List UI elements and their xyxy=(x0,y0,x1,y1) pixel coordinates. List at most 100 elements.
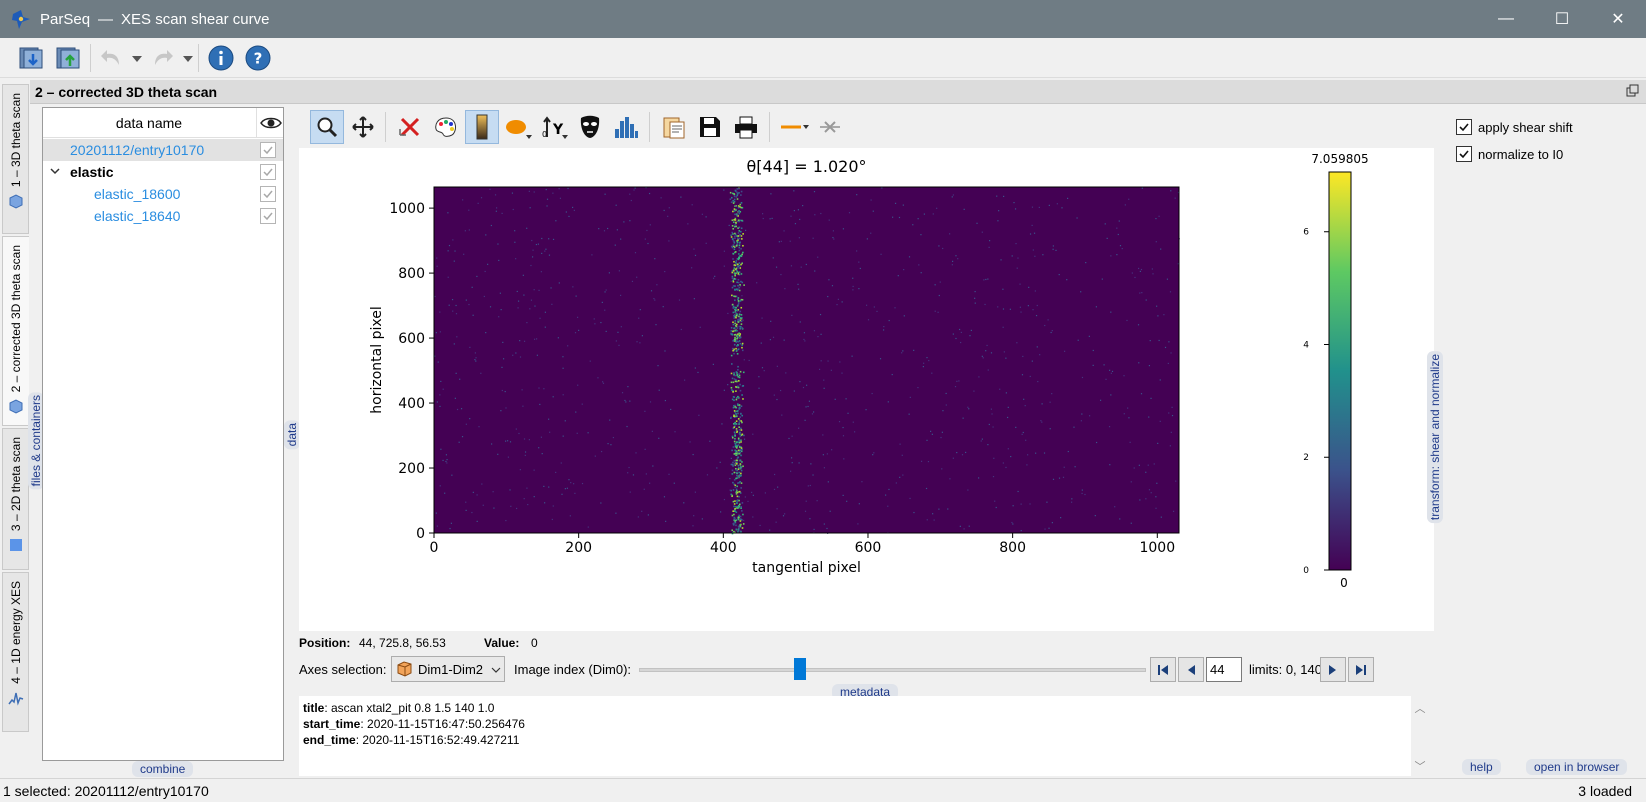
histogram-button[interactable] xyxy=(609,110,643,144)
axes-selection-combo[interactable]: Dim1-Dim2 xyxy=(391,656,505,682)
line-pixel xyxy=(738,332,740,334)
apply-shear-shift-label: apply shear shift xyxy=(1478,119,1573,135)
heatmap-plot[interactable]: 0 200 400 600 800 100002004006008001000θ[44] … xyxy=(299,148,1434,631)
scroll-up-icon[interactable]: ︿ xyxy=(1414,703,1426,715)
image-index-slider[interactable] xyxy=(639,655,1146,685)
main-status-bar: 1 selected: 20201112/entry10170 3 loaded xyxy=(0,778,1646,802)
apply-shear-shift-checkbox[interactable]: apply shear shift xyxy=(1456,119,1573,135)
minimize-button[interactable]: — xyxy=(1478,0,1534,38)
colorbar-toggle-button[interactable] xyxy=(465,110,499,144)
line-pixel xyxy=(741,238,743,240)
checkbox-box[interactable] xyxy=(1456,119,1472,135)
transform-splitter-label[interactable]: transform: shear and normalize xyxy=(1427,351,1443,524)
slider-handle[interactable] xyxy=(794,658,807,680)
clear-profile-button[interactable] xyxy=(813,110,847,144)
undock-icon[interactable] xyxy=(1626,84,1640,101)
noise-pixel xyxy=(997,220,999,222)
noise-pixel xyxy=(799,321,801,323)
noise-pixel xyxy=(1148,416,1150,418)
noise-pixel xyxy=(784,513,786,515)
scroll-down-icon[interactable]: ﹀ xyxy=(1414,761,1426,773)
next-icon xyxy=(1329,664,1336,675)
noise-pixel xyxy=(555,220,557,222)
open-in-browser-button[interactable]: open in browser xyxy=(1526,759,1628,775)
previous-index-button[interactable] xyxy=(1178,657,1204,682)
mask-tools-button[interactable] xyxy=(573,110,607,144)
line-pixel xyxy=(738,419,741,422)
chevron-down-icon[interactable] xyxy=(49,165,61,180)
noise-pixel xyxy=(607,227,609,230)
noise-pixel xyxy=(790,215,792,217)
noise-pixel xyxy=(581,403,583,405)
tab-node-3[interactable]: 3 – 2D theta scan xyxy=(2,428,29,570)
noise-pixel xyxy=(612,436,615,439)
normalize-to-i0-checkbox[interactable]: normalize to I0 xyxy=(1456,146,1563,162)
line-pixel xyxy=(734,380,737,383)
redo-button[interactable] xyxy=(146,43,178,73)
noise-pixel xyxy=(1074,466,1076,468)
line-pixel xyxy=(734,520,737,522)
maximize-button[interactable]: ☐ xyxy=(1534,0,1590,38)
visibility-checkbox[interactable] xyxy=(260,208,276,224)
reset-zoom-button[interactable] xyxy=(393,110,427,144)
line-pixel xyxy=(731,389,733,391)
redo-dropdown-icon[interactable] xyxy=(183,56,193,62)
plot-canvas[interactable]: 0 200 400 600 800 1000 0 200 400 600 800 1000 θ[44] … xyxy=(299,148,1434,631)
tree-item-elastic-18600[interactable]: elastic_18600 xyxy=(43,183,283,205)
combine-splitter-label[interactable]: combine xyxy=(132,761,194,777)
data-splitter-label[interactable]: data xyxy=(284,420,300,450)
copy-to-clipboard-button[interactable] xyxy=(657,110,691,144)
visibility-checkbox[interactable] xyxy=(260,142,276,158)
tab-node-4[interactable]: 4 – 1D energy XES xyxy=(2,572,29,732)
noise-pixel xyxy=(928,359,930,362)
next-index-button[interactable] xyxy=(1320,657,1346,682)
help-button[interactable]: ? xyxy=(242,43,274,73)
noise-pixel xyxy=(789,240,791,242)
print-button[interactable] xyxy=(729,110,763,144)
noise-pixel xyxy=(435,512,437,514)
zoom-mode-button[interactable] xyxy=(310,110,344,144)
tree-item-elastic-18640[interactable]: elastic_18640 xyxy=(43,205,283,227)
tree-group-elastic[interactable]: elastic xyxy=(43,161,283,183)
checkbox-box[interactable] xyxy=(1456,146,1472,162)
noise-pixel xyxy=(939,281,941,283)
noise-pixel xyxy=(1022,355,1024,358)
noise-pixel xyxy=(495,207,498,209)
load-project-button[interactable] xyxy=(15,43,47,73)
tree-item-entry[interactable]: 20201112/entry10170 xyxy=(43,139,283,161)
noise-pixel xyxy=(527,503,529,506)
aspect-ratio-button[interactable] xyxy=(501,110,535,144)
column-header-data-name[interactable]: data name xyxy=(115,115,183,131)
line-pixel xyxy=(739,526,742,528)
save-project-button[interactable] xyxy=(52,43,84,73)
noise-pixel xyxy=(598,228,600,230)
slider-track[interactable] xyxy=(639,668,1146,672)
last-index-button[interactable] xyxy=(1348,657,1374,682)
noise-pixel xyxy=(867,319,870,321)
visibility-checkbox[interactable] xyxy=(260,164,276,180)
line-pixel xyxy=(731,529,734,532)
svg-text:Y: Y xyxy=(552,122,564,138)
about-button[interactable] xyxy=(205,43,237,73)
line-pixel xyxy=(734,273,736,276)
undo-dropdown-icon[interactable] xyxy=(132,56,142,62)
tab-node-1[interactable]: 1 – 3D theta scan xyxy=(2,84,29,234)
tab-node-2[interactable]: 2 – corrected 3D theta scan xyxy=(2,236,29,426)
noise-pixel xyxy=(501,212,503,215)
pan-mode-button[interactable] xyxy=(346,110,380,144)
save-plot-button[interactable] xyxy=(693,110,727,144)
first-index-button[interactable] xyxy=(1150,657,1176,682)
undo-button[interactable] xyxy=(96,43,128,73)
noise-pixel xyxy=(985,350,987,352)
colormap-button[interactable] xyxy=(429,110,463,144)
visibility-checkbox[interactable] xyxy=(260,186,276,202)
visibility-column-header[interactable] xyxy=(256,108,285,138)
noise-pixel xyxy=(545,188,547,191)
help-link-button[interactable]: help xyxy=(1462,759,1501,775)
profile-line-button[interactable] xyxy=(777,110,811,144)
noise-pixel xyxy=(1032,309,1034,311)
image-index-input[interactable]: 44 xyxy=(1206,657,1242,682)
line-pixel xyxy=(733,241,736,244)
close-window-button[interactable]: ✕ xyxy=(1590,0,1646,38)
